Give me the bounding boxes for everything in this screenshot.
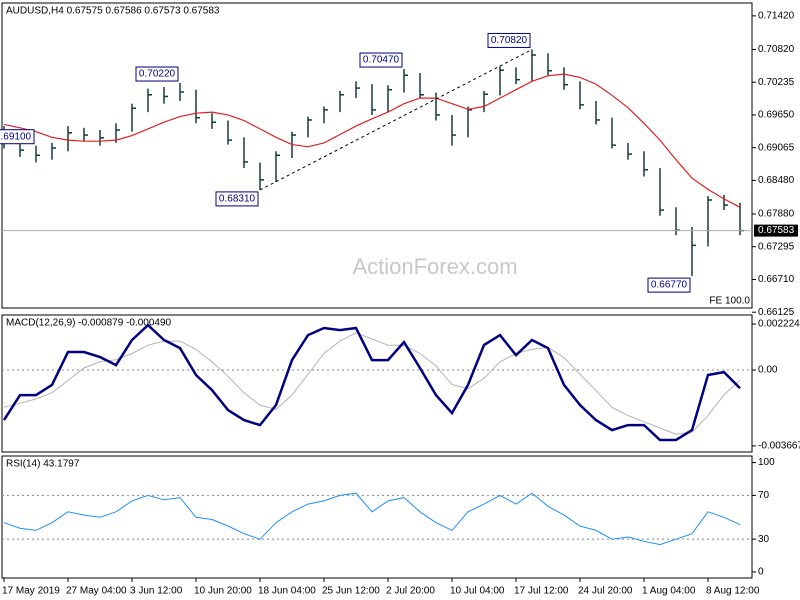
signal-line [3, 332, 741, 435]
y-tick-label: 0.00 [758, 365, 778, 376]
y-tick-label: 0.68480 [758, 175, 795, 186]
level-label-box [135, 66, 179, 82]
panel-title: MACD(12,26,9) -0.000879 -0.000490 [6, 318, 172, 329]
y-tick-label: 0.69065 [758, 142, 795, 153]
y-tick-label: 0.66125 [758, 307, 795, 318]
y-tick-label: 0.70235 [758, 77, 795, 88]
y-tick-label: 0.66710 [758, 274, 795, 285]
x-tick-label: 17 Jul 12:00 [514, 586, 569, 597]
y-tick-label: 100 [758, 457, 775, 468]
level-label-box [0, 129, 35, 145]
x-tick-label: 27 May 04:00 [66, 586, 127, 597]
level-label-box [359, 52, 403, 68]
macd-line [2, 323, 741, 442]
level-label: 0.70470 [363, 55, 400, 66]
level-label: 0.68310 [219, 194, 256, 205]
y-tick-label: 0.69650 [758, 110, 795, 121]
panel-title: AUDUSD,H4 0.67575 0.67586 0.67573 0.6758… [6, 6, 220, 17]
watermark: ActionForex.com [352, 254, 517, 279]
rsi-line [3, 492, 741, 546]
x-tick-label: 18 Jun 04:00 [258, 586, 316, 597]
y-tick-label: 0 [758, 567, 764, 578]
x-tick-label: 25 Jun 12:00 [322, 586, 380, 597]
y-tick-label: 70 [758, 490, 770, 501]
panel-frame [1, 455, 753, 579]
current-price-box [754, 224, 798, 237]
y-tick-label: -0.003667 [758, 441, 800, 452]
y-tick-label: 30 [758, 534, 770, 545]
current-price-label: 0.67583 [758, 225, 795, 236]
x-tick-label: 10 Jul 04:00 [450, 586, 505, 597]
level-label: 0.70220 [139, 69, 176, 80]
level-label: 0.70820 [491, 35, 528, 46]
fe-label: FE 100.0 [709, 296, 750, 307]
level-label: 0.66770 [651, 280, 688, 291]
panel-frame [1, 314, 753, 453]
moving-average [3, 73, 741, 208]
panel-frame [1, 2, 753, 309]
level-label-box [647, 277, 691, 293]
x-tick-label: 24 Jul 20:00 [578, 586, 633, 597]
y-tick-label: 0.67295 [758, 241, 795, 252]
projection-line [259, 49, 533, 191]
y-tick-label: 0.71420 [758, 11, 795, 22]
x-tick-label: 2 Jul 20:00 [386, 586, 435, 597]
x-tick-label: 1 Aug 04:00 [642, 586, 696, 597]
y-tick-label: 0.67880 [758, 209, 795, 220]
x-tick-label: 17 May 2019 [2, 586, 60, 597]
y-tick-label: 0.002224 [758, 319, 800, 330]
panel-title: RSI(14) 43.1797 [6, 459, 80, 470]
y-tick-label: 0.70820 [758, 44, 795, 55]
x-tick-label: 3 Jun 12:00 [130, 586, 183, 597]
level-label-box [487, 32, 531, 48]
x-tick-label: 8 Aug 12:00 [706, 586, 760, 597]
level-label: 0.69100 [0, 131, 32, 142]
level-label-box [215, 191, 259, 207]
x-tick-label: 10 Jun 20:00 [194, 586, 252, 597]
